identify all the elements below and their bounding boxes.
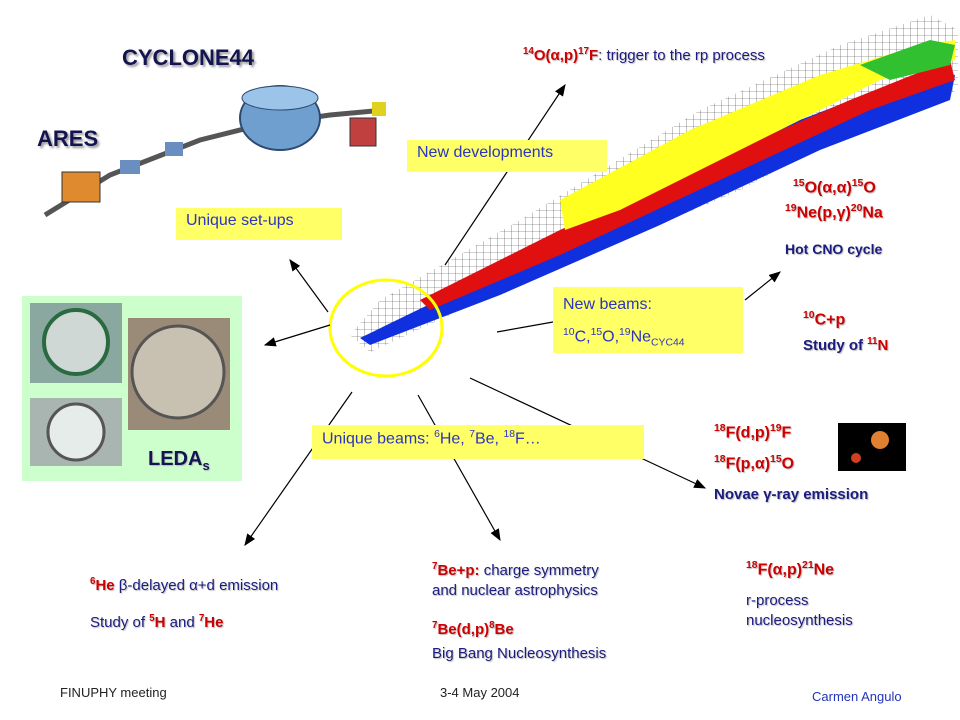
mass: 18 [746, 560, 758, 571]
footer-meeting: FINUPHY meeting [60, 685, 167, 700]
c10-note: Study of 11N [803, 336, 888, 354]
mass: 10 [563, 327, 575, 338]
cno-reaction: 19Ne(p,γ)20Na [785, 203, 883, 222]
mass: 11 [867, 336, 878, 347]
be7-line: Big Bang Nucleosynthesis [432, 645, 607, 662]
text: O(α,α) [804, 179, 852, 197]
mass: 7 [469, 429, 475, 440]
arrows [244, 84, 781, 546]
be7-line: 7Be+p: charge symmetry [432, 561, 599, 579]
text: N [877, 337, 889, 354]
mass: 15 [590, 327, 603, 338]
mass: 7 [432, 561, 438, 572]
mass: 10 [803, 310, 815, 321]
mass: 5 [149, 613, 155, 624]
text: Study of [803, 337, 868, 354]
mass: 14 [523, 46, 534, 57]
mass: 21 [802, 560, 814, 571]
highlight-ellipse [328, 278, 444, 378]
text: Be(d,p) [437, 621, 490, 638]
f18-reaction: 18F(α,p)21Ne [746, 560, 834, 579]
new-beams-list: 10C,15O,19NeCYC44 [563, 319, 733, 358]
mass: 19 [619, 327, 631, 338]
footer-date: 3-4 May 2004 [440, 685, 520, 700]
mass: 18 [714, 454, 726, 465]
text: charge symmetry [479, 562, 599, 579]
text: Ne [813, 561, 835, 579]
footer-author: Carmen Angulo [812, 689, 902, 704]
text: Be+p: [437, 562, 480, 579]
unique-setups-box: Unique set-ups [176, 208, 342, 240]
mass: 19 [785, 203, 797, 214]
text: Ne [630, 328, 652, 346]
mass: 15 [793, 178, 805, 189]
mass: 18 [503, 429, 515, 440]
mass: 19 [769, 423, 782, 434]
he6-line: 6He β-delayed α+d emission [90, 576, 278, 594]
ares-label: ARES [37, 126, 99, 151]
nuclide-chart [350, 15, 958, 352]
novae-reaction: 18F(d,p)19F [714, 423, 791, 442]
rp-topic: 14O(α,p)17F: trigger to the rp process [523, 46, 765, 64]
c10-reaction: 10C+p [803, 310, 845, 329]
be7-reaction: 7Be(d,p)8Be [432, 620, 514, 638]
text: F(p,α) [725, 455, 771, 473]
unique-beams-box: Unique beams: 6He, 7Be, 18F… [312, 425, 644, 459]
novae-note: Novae γ-ray emission [714, 486, 869, 503]
text: Be, [474, 430, 504, 448]
mass: 6 [434, 429, 440, 440]
nova-image [838, 423, 906, 471]
mass: 8 [489, 620, 495, 631]
text: Ne(p,γ) [796, 204, 851, 222]
mass: 17 [578, 46, 589, 57]
cno-reaction: 15O(α,α)15O [793, 178, 876, 197]
text: O [781, 455, 795, 473]
f18-note: nucleosynthesis [746, 612, 853, 629]
mass: 7 [198, 613, 205, 624]
be7-line: and nuclear astrophysics [432, 582, 598, 599]
text: C+p [814, 311, 846, 329]
mass: 7 [432, 620, 438, 631]
he6-note: Study of 5H and 7He [90, 613, 223, 631]
new-developments-box: New developments [407, 140, 607, 172]
text: F(d,p) [725, 424, 770, 442]
accelerator-drawing [43, 85, 386, 218]
text: Na [862, 204, 883, 222]
reaction: O(α,p) [533, 47, 579, 64]
cno-note: Hot CNO cycle [785, 241, 883, 257]
text: He [95, 577, 115, 594]
text: Be [494, 621, 514, 638]
text: Study of [90, 614, 150, 631]
mass: 6 [90, 576, 96, 587]
f18-note: r-process [746, 592, 809, 609]
subscript: CYC44 [651, 337, 685, 349]
text: F… [515, 430, 541, 448]
subscript: s [202, 458, 210, 473]
description: : trigger to the rp process [598, 47, 765, 64]
mass: 15 [851, 178, 864, 189]
text: C, [574, 328, 591, 346]
mass: 20 [850, 203, 863, 214]
text: F [781, 424, 792, 442]
text: Unique beams: [322, 430, 435, 448]
novae-reaction: 18F(p,α)15O [714, 454, 794, 473]
text: He [204, 614, 224, 631]
new-beams-box: New beams: 10C,15O,19NeCYC44 [553, 287, 743, 353]
reaction: F [588, 47, 599, 64]
text: F(α,p) [757, 561, 803, 579]
text: and [165, 614, 199, 631]
new-beams-title: New beams: [563, 296, 652, 313]
mass: 18 [714, 423, 726, 434]
detector-label: LEDAs [148, 448, 210, 473]
mass: 15 [770, 454, 782, 465]
text: LEDA [148, 448, 203, 470]
text: H [154, 614, 166, 631]
text: O [863, 179, 876, 197]
cyclotron-label: CYCLONE44 [122, 45, 255, 70]
text: β-delayed α+d emission [114, 577, 279, 594]
text: He, [439, 430, 470, 448]
text: O, [602, 328, 620, 346]
